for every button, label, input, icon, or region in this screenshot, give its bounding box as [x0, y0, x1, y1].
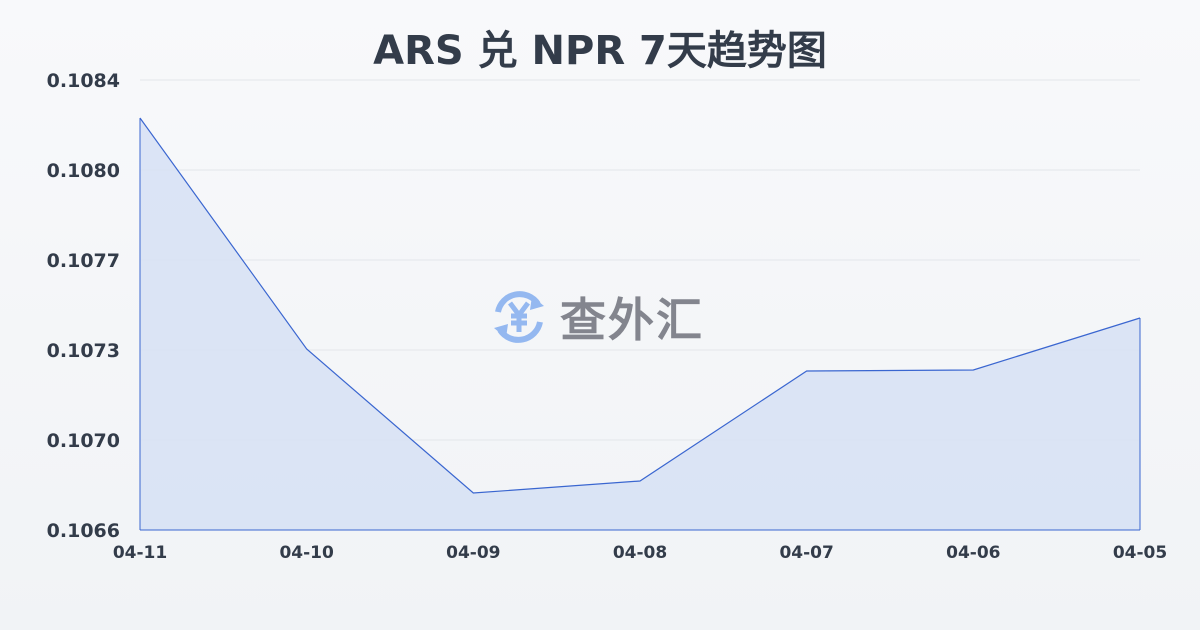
x-tick-label: 04-07 [779, 543, 833, 563]
x-tick-label: 04-09 [446, 543, 500, 563]
x-tick-label: 04-08 [613, 543, 667, 563]
y-tick-label: 0.1070 [47, 430, 120, 452]
chart-title: ARS 兑 NPR 7天趋势图 [373, 28, 827, 74]
x-tick-label: 04-05 [1113, 543, 1167, 563]
x-tick-label: 04-11 [113, 543, 167, 563]
y-tick-label: 0.1080 [47, 160, 120, 182]
y-tick-label: 0.1084 [47, 70, 120, 92]
watermark-text: 查外汇 [560, 293, 704, 347]
y-tick-label: 0.1073 [47, 340, 120, 362]
x-tick-label: 04-06 [946, 543, 1000, 563]
watermark: 查外汇 [488, 284, 704, 350]
y-tick-label: 0.1066 [47, 520, 120, 542]
yen-exchange-icon [494, 291, 544, 343]
area-fill [140, 118, 1140, 530]
x-tick-label: 04-10 [279, 543, 334, 563]
y-tick-label: 0.1077 [47, 250, 120, 272]
